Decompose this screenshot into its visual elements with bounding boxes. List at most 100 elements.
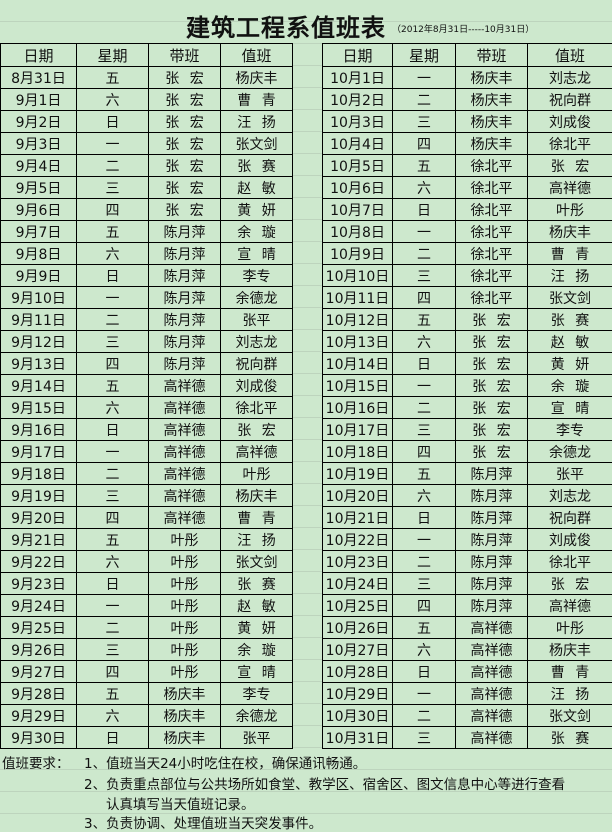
weekday-cell[interactable]: 六 bbox=[77, 243, 149, 264]
weekday-cell[interactable]: 三 bbox=[393, 111, 456, 132]
on-duty-cell[interactable]: 李专 bbox=[528, 419, 612, 440]
on-duty-cell[interactable]: 张文剑 bbox=[221, 133, 293, 154]
date-cell[interactable]: 10月12日 bbox=[323, 309, 393, 330]
on-duty-cell[interactable]: 张 宏 bbox=[528, 155, 612, 176]
leader-cell[interactable]: 叶彤 bbox=[149, 617, 221, 638]
leader-cell[interactable]: 陈月萍 bbox=[149, 265, 221, 286]
leader-cell[interactable]: 陈月萍 bbox=[456, 573, 528, 594]
weekday-cell[interactable]: 日 bbox=[77, 573, 149, 594]
leader-cell[interactable]: 叶彤 bbox=[149, 551, 221, 572]
on-duty-cell[interactable]: 张 宏 bbox=[221, 419, 293, 440]
leader-cell[interactable]: 张 宏 bbox=[456, 419, 528, 440]
on-duty-cell[interactable]: 李专 bbox=[221, 265, 293, 286]
on-duty-cell[interactable]: 汪 扬 bbox=[528, 683, 612, 704]
on-duty-cell[interactable]: 高祥德 bbox=[221, 441, 293, 462]
weekday-cell[interactable]: 六 bbox=[77, 551, 149, 572]
leader-cell[interactable]: 高祥德 bbox=[456, 727, 528, 748]
leader-cell[interactable]: 徐北平 bbox=[456, 287, 528, 308]
on-duty-cell[interactable]: 张平 bbox=[528, 463, 612, 484]
weekday-cell[interactable]: 六 bbox=[77, 397, 149, 418]
date-cell[interactable]: 9月6日 bbox=[1, 199, 77, 220]
date-cell[interactable]: 9月7日 bbox=[1, 221, 77, 242]
leader-cell[interactable]: 叶彤 bbox=[149, 661, 221, 682]
leader-cell[interactable]: 杨庆丰 bbox=[456, 89, 528, 110]
on-duty-cell[interactable]: 余德龙 bbox=[221, 705, 293, 726]
leader-cell[interactable]: 高祥德 bbox=[149, 441, 221, 462]
on-duty-cell[interactable]: 赵 敏 bbox=[528, 331, 612, 352]
leader-cell[interactable]: 高祥德 bbox=[456, 661, 528, 682]
weekday-cell[interactable]: 五 bbox=[77, 375, 149, 396]
date-cell[interactable]: 9月13日 bbox=[1, 353, 77, 374]
on-duty-cell[interactable]: 宣 晴 bbox=[528, 397, 612, 418]
date-cell[interactable]: 9月24日 bbox=[1, 595, 77, 616]
on-duty-cell[interactable]: 高祥德 bbox=[528, 177, 612, 198]
on-duty-cell[interactable]: 张文剑 bbox=[221, 551, 293, 572]
weekday-cell[interactable]: 二 bbox=[77, 617, 149, 638]
on-duty-cell[interactable]: 张 赛 bbox=[221, 573, 293, 594]
date-cell[interactable]: 10月20日 bbox=[323, 485, 393, 506]
date-cell[interactable]: 10月1日 bbox=[323, 67, 393, 88]
on-duty-cell[interactable]: 杨庆丰 bbox=[221, 485, 293, 506]
on-duty-cell[interactable]: 刘志龙 bbox=[221, 331, 293, 352]
weekday-cell[interactable]: 六 bbox=[393, 639, 456, 660]
leader-cell[interactable]: 陈月萍 bbox=[149, 243, 221, 264]
weekday-cell[interactable]: 二 bbox=[77, 309, 149, 330]
weekday-cell[interactable]: 三 bbox=[77, 485, 149, 506]
leader-cell[interactable]: 高祥德 bbox=[456, 705, 528, 726]
leader-cell[interactable]: 杨庆丰 bbox=[149, 705, 221, 726]
weekday-cell[interactable]: 日 bbox=[77, 727, 149, 748]
on-duty-cell[interactable]: 黄 妍 bbox=[221, 617, 293, 638]
on-duty-cell[interactable]: 杨庆丰 bbox=[528, 639, 612, 660]
weekday-cell[interactable]: 一 bbox=[393, 67, 456, 88]
leader-cell[interactable]: 张 宏 bbox=[456, 375, 528, 396]
weekday-cell[interactable]: 二 bbox=[77, 155, 149, 176]
on-duty-cell[interactable]: 曹 青 bbox=[221, 89, 293, 110]
date-cell[interactable]: 9月3日 bbox=[1, 133, 77, 154]
on-duty-cell[interactable]: 叶彤 bbox=[221, 463, 293, 484]
date-cell[interactable]: 9月29日 bbox=[1, 705, 77, 726]
on-duty-cell[interactable]: 刘志龙 bbox=[528, 485, 612, 506]
on-duty-cell[interactable]: 张 赛 bbox=[528, 309, 612, 330]
date-cell[interactable]: 10月10日 bbox=[323, 265, 393, 286]
on-duty-cell[interactable]: 曹 青 bbox=[528, 243, 612, 264]
weekday-cell[interactable]: 五 bbox=[393, 155, 456, 176]
leader-cell[interactable]: 高祥德 bbox=[456, 639, 528, 660]
date-cell[interactable]: 9月10日 bbox=[1, 287, 77, 308]
weekday-cell[interactable]: 五 bbox=[77, 221, 149, 242]
leader-cell[interactable]: 叶彤 bbox=[149, 529, 221, 550]
weekday-cell[interactable]: 日 bbox=[77, 419, 149, 440]
weekday-cell[interactable]: 三 bbox=[77, 177, 149, 198]
weekday-cell[interactable]: 日 bbox=[393, 353, 456, 374]
weekday-cell[interactable]: 五 bbox=[77, 683, 149, 704]
date-cell[interactable]: 10月8日 bbox=[323, 221, 393, 242]
weekday-cell[interactable]: 五 bbox=[393, 617, 456, 638]
date-cell[interactable]: 10月25日 bbox=[323, 595, 393, 616]
weekday-cell[interactable]: 日 bbox=[393, 199, 456, 220]
leader-cell[interactable]: 陈月萍 bbox=[456, 485, 528, 506]
weekday-cell[interactable]: 三 bbox=[77, 639, 149, 660]
leader-cell[interactable]: 张 宏 bbox=[456, 331, 528, 352]
weekday-cell[interactable]: 一 bbox=[393, 683, 456, 704]
date-cell[interactable]: 9月19日 bbox=[1, 485, 77, 506]
on-duty-cell[interactable]: 李专 bbox=[221, 683, 293, 704]
leader-cell[interactable]: 杨庆丰 bbox=[456, 133, 528, 154]
date-cell[interactable]: 10月21日 bbox=[323, 507, 393, 528]
date-cell[interactable]: 9月21日 bbox=[1, 529, 77, 550]
leader-cell[interactable]: 张 宏 bbox=[149, 133, 221, 154]
date-cell[interactable]: 9月30日 bbox=[1, 727, 77, 748]
leader-cell[interactable]: 陈月萍 bbox=[149, 353, 221, 374]
weekday-cell[interactable]: 六 bbox=[393, 177, 456, 198]
weekday-cell[interactable]: 日 bbox=[393, 507, 456, 528]
date-cell[interactable]: 9月27日 bbox=[1, 661, 77, 682]
date-cell[interactable]: 9月2日 bbox=[1, 111, 77, 132]
weekday-cell[interactable]: 日 bbox=[77, 265, 149, 286]
date-cell[interactable]: 9月8日 bbox=[1, 243, 77, 264]
weekday-cell[interactable]: 一 bbox=[77, 133, 149, 154]
leader-cell[interactable]: 叶彤 bbox=[149, 573, 221, 594]
date-cell[interactable]: 10月2日 bbox=[323, 89, 393, 110]
date-cell[interactable]: 8月31日 bbox=[1, 67, 77, 88]
leader-cell[interactable]: 陈月萍 bbox=[456, 507, 528, 528]
weekday-cell[interactable]: 五 bbox=[77, 67, 149, 88]
leader-cell[interactable]: 高祥德 bbox=[456, 683, 528, 704]
leader-cell[interactable]: 叶彤 bbox=[149, 595, 221, 616]
